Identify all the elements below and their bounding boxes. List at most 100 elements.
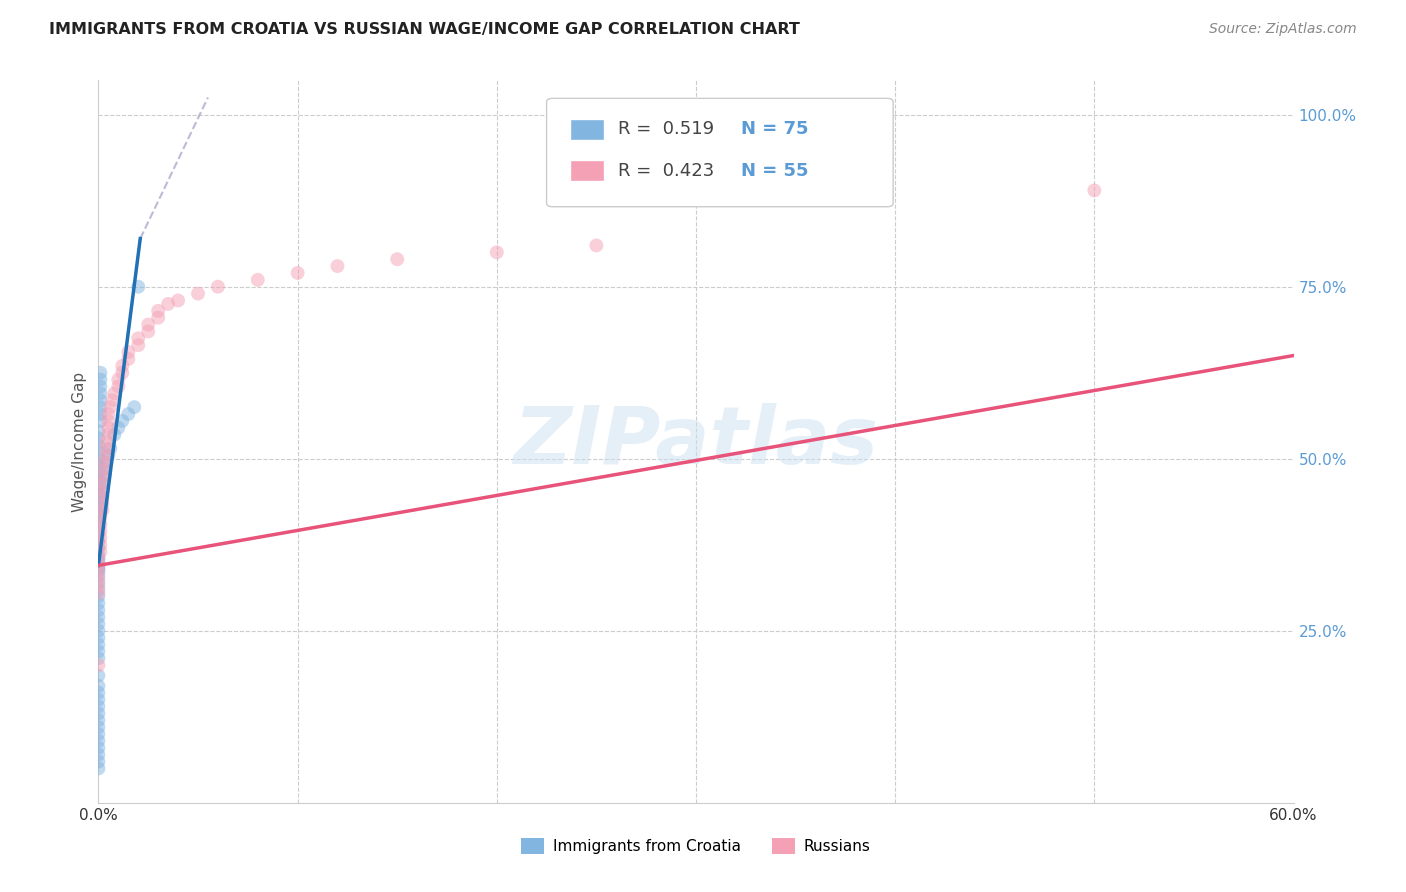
Point xyxy=(103,386,125,401)
Point xyxy=(87,624,110,638)
Point xyxy=(98,400,122,414)
Text: N = 55: N = 55 xyxy=(741,161,808,179)
Point xyxy=(107,379,129,393)
Point xyxy=(87,541,110,556)
Point xyxy=(87,424,110,438)
Point xyxy=(87,727,110,741)
Point xyxy=(89,531,111,545)
Point xyxy=(87,534,110,549)
Point xyxy=(87,500,110,514)
Point xyxy=(117,407,139,421)
Point xyxy=(87,458,110,473)
Point xyxy=(87,472,110,486)
Point xyxy=(101,393,124,408)
Point xyxy=(89,544,111,558)
Point xyxy=(89,386,111,401)
Legend: Immigrants from Croatia, Russians: Immigrants from Croatia, Russians xyxy=(515,832,877,860)
Text: R =  0.519: R = 0.519 xyxy=(619,120,714,138)
Point xyxy=(167,293,190,308)
Point xyxy=(87,586,110,600)
Point xyxy=(287,266,309,280)
Point xyxy=(385,252,409,267)
Point xyxy=(91,475,114,490)
Point xyxy=(103,427,125,442)
Point xyxy=(87,431,110,445)
Point xyxy=(87,651,110,665)
Point xyxy=(127,279,149,293)
Point xyxy=(97,407,120,421)
Point xyxy=(89,510,111,524)
Point xyxy=(89,373,111,387)
Point xyxy=(87,740,110,755)
Point xyxy=(93,462,115,476)
Point xyxy=(326,259,349,273)
FancyBboxPatch shape xyxy=(547,98,893,207)
Point xyxy=(87,486,110,500)
Point xyxy=(136,325,159,339)
Point xyxy=(87,638,110,652)
Point xyxy=(87,479,110,493)
Point xyxy=(87,603,110,617)
Point xyxy=(87,734,110,748)
Point xyxy=(485,245,508,260)
Point xyxy=(89,414,111,428)
Point xyxy=(89,379,111,393)
Point xyxy=(87,631,110,645)
Point xyxy=(89,366,111,380)
Point xyxy=(87,572,110,586)
Text: ZIPatlas: ZIPatlas xyxy=(513,402,879,481)
Point xyxy=(89,538,111,552)
Point xyxy=(89,407,111,421)
Point xyxy=(87,466,110,480)
Point xyxy=(87,438,110,452)
Point xyxy=(87,747,110,762)
Point xyxy=(148,310,170,325)
Point xyxy=(87,451,110,466)
Point xyxy=(89,490,111,504)
Point xyxy=(87,551,110,566)
Point xyxy=(96,448,118,462)
Point xyxy=(246,273,269,287)
Point xyxy=(87,720,110,734)
Text: R =  0.423: R = 0.423 xyxy=(619,161,714,179)
Point xyxy=(93,462,115,476)
Point xyxy=(111,366,134,380)
Point xyxy=(136,318,159,332)
Point xyxy=(96,442,118,456)
Point xyxy=(87,679,110,693)
Point xyxy=(87,445,110,459)
Point xyxy=(97,414,120,428)
Point xyxy=(87,755,110,769)
Point xyxy=(97,421,120,435)
Point xyxy=(87,555,110,569)
Point xyxy=(87,520,110,534)
Point xyxy=(87,692,110,706)
Point xyxy=(89,517,111,532)
Point xyxy=(91,483,114,497)
Point xyxy=(127,338,149,352)
Point xyxy=(87,514,110,528)
Point xyxy=(89,524,111,538)
Point xyxy=(87,558,110,573)
Point xyxy=(117,351,139,366)
Point xyxy=(111,414,134,428)
Point xyxy=(87,527,110,541)
Text: Source: ZipAtlas.com: Source: ZipAtlas.com xyxy=(1209,22,1357,37)
Point xyxy=(87,548,110,562)
Point xyxy=(87,551,110,566)
Point xyxy=(87,616,110,631)
Point xyxy=(87,566,110,580)
Point xyxy=(785,190,807,204)
Point xyxy=(87,507,110,521)
Point xyxy=(87,579,110,593)
Point xyxy=(87,558,110,573)
Point xyxy=(87,568,110,582)
Point xyxy=(91,503,114,517)
Point xyxy=(89,503,111,517)
Point xyxy=(111,359,134,373)
Point xyxy=(107,421,129,435)
Point xyxy=(117,345,139,359)
Point xyxy=(89,496,111,510)
Point xyxy=(1083,183,1105,197)
Point xyxy=(124,400,146,414)
